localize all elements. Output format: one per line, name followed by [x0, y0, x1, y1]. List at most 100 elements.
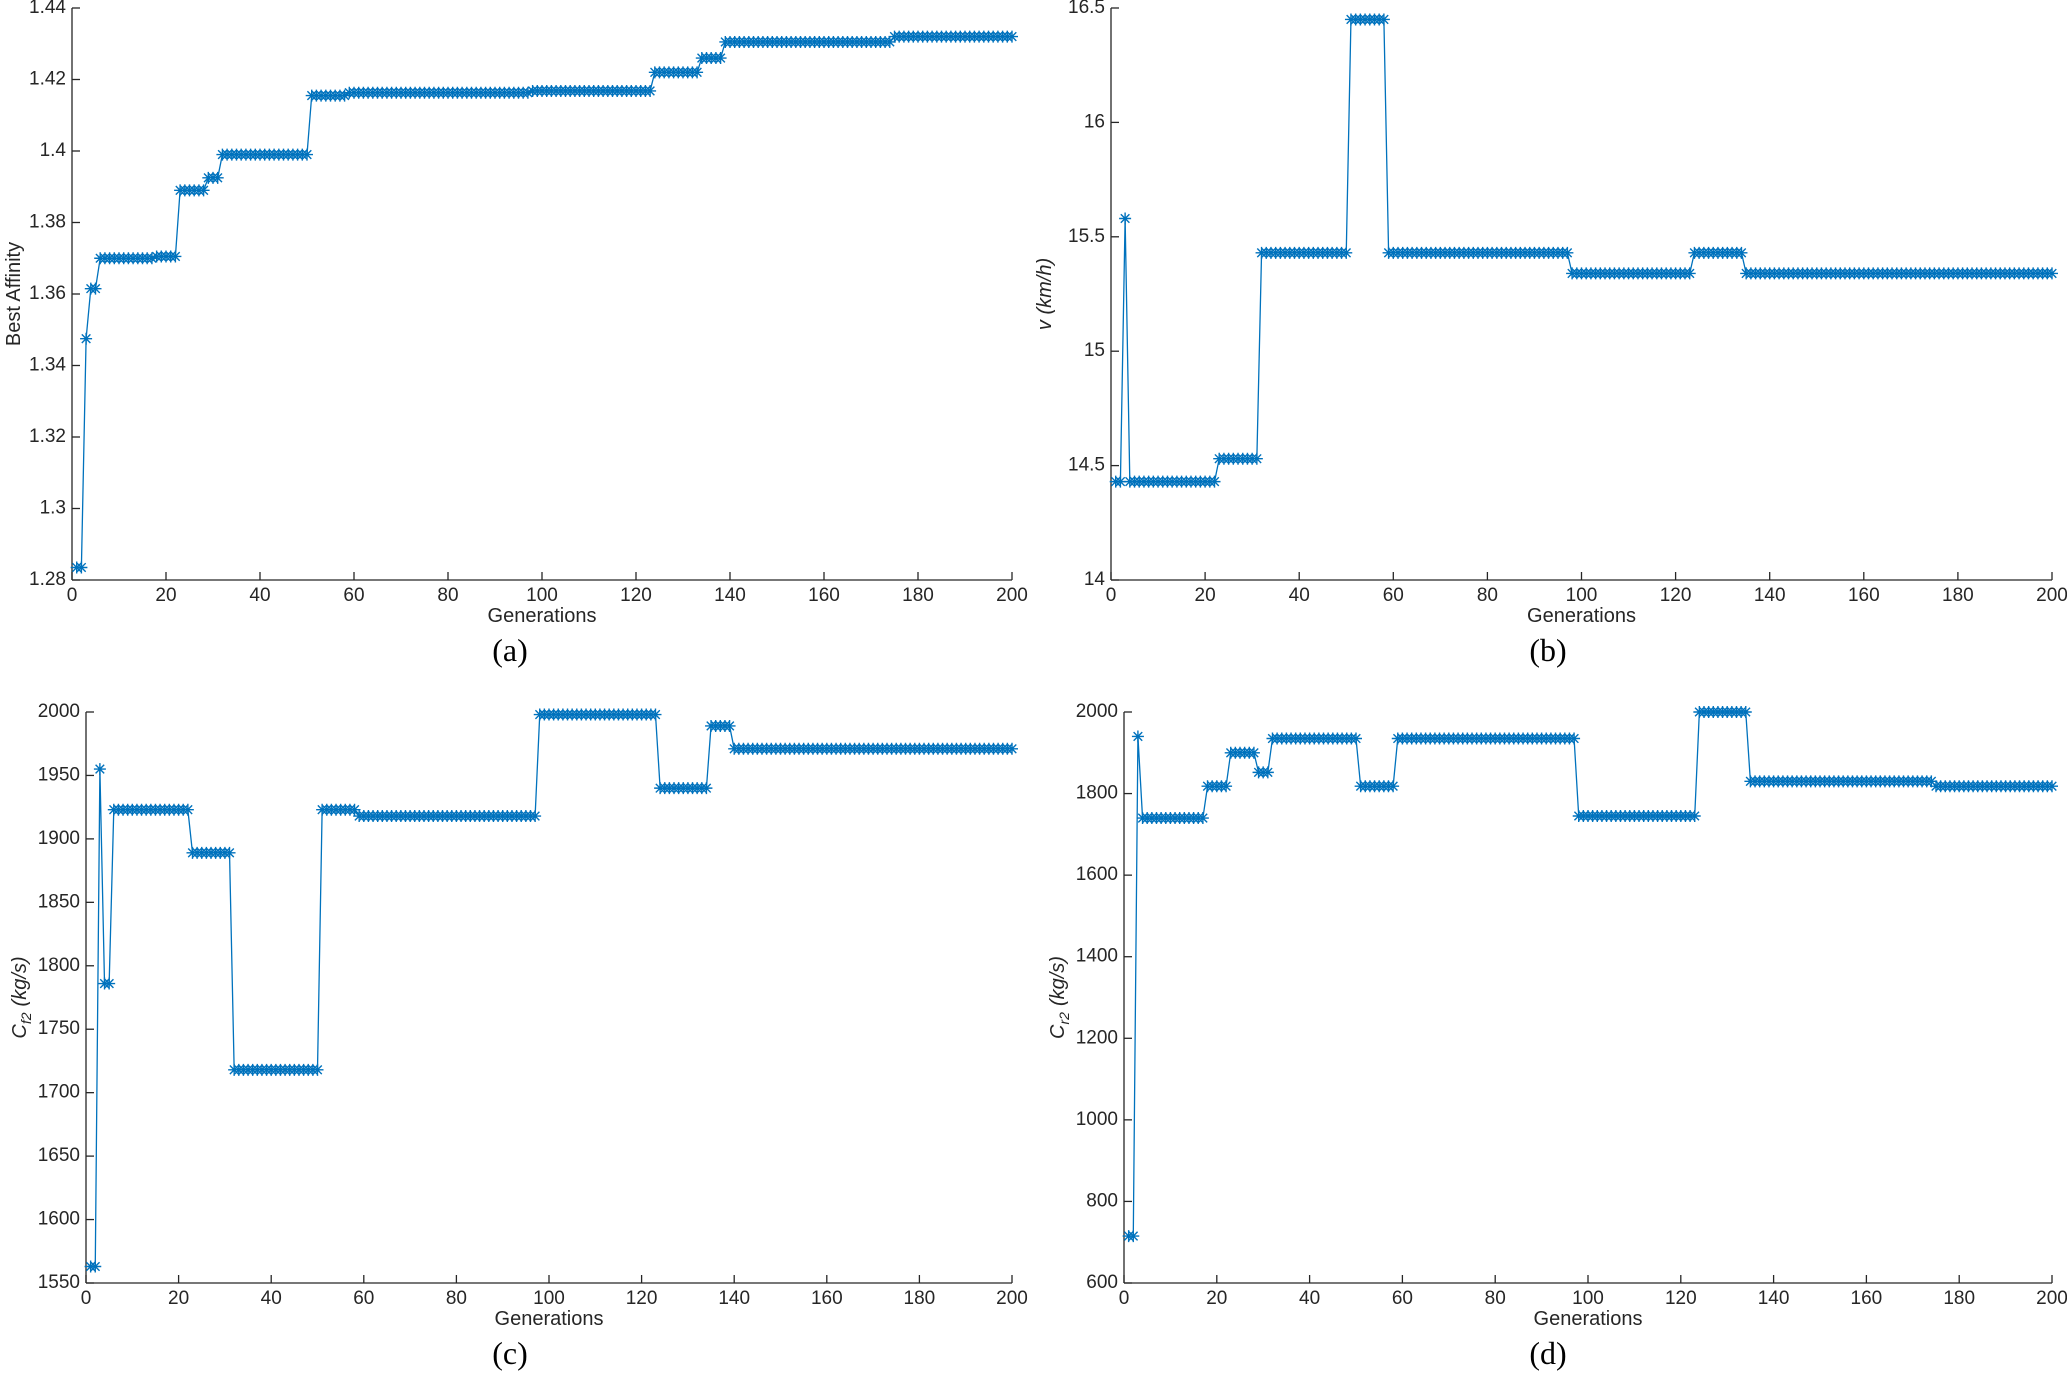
y-tick-label: 1600	[1076, 864, 1118, 885]
x-tick-label: 180	[902, 585, 934, 606]
data-point	[348, 803, 361, 816]
data-point	[700, 782, 713, 795]
x-tick-label: 140	[718, 1288, 750, 1309]
data-point	[1220, 780, 1233, 793]
x-tick-label: 160	[808, 585, 840, 606]
panel-caption: (b)	[1529, 632, 1566, 668]
x-tick-label: 80	[437, 585, 458, 606]
data-point	[75, 561, 88, 574]
subplot: 0 20 40 60 80 100 120 140 160 180 200 600 800 1000 120…	[1047, 701, 2067, 1371]
x-tick-label: 60	[343, 585, 364, 606]
y-tick-label: 1850	[38, 891, 80, 912]
x-tick-label: 200	[2036, 585, 2067, 606]
x-tick-label: 140	[1758, 1288, 1790, 1309]
data-point	[1350, 732, 1362, 745]
data-point	[723, 719, 736, 732]
x-tick-label: 140	[1754, 585, 1786, 606]
data-point	[89, 282, 102, 295]
y-tick-label: 1.38	[29, 212, 66, 233]
y-tick-label: 1200	[1076, 1027, 1118, 1048]
x-tick-label: 40	[261, 1288, 282, 1309]
data-point	[301, 148, 313, 161]
data-point	[521, 86, 534, 99]
y-tick-label: 15	[1084, 340, 1105, 361]
data-point	[89, 1260, 102, 1273]
x-tick-label: 160	[811, 1288, 843, 1309]
data-point	[1131, 730, 1144, 743]
data-point	[223, 846, 236, 859]
y-tick-label: 600	[1086, 1272, 1118, 1293]
subplot: 0 20 40 60 80 100 120 140 160 180 200 1.28 1.3 1.32 1.…	[3, 0, 1028, 668]
data-point	[1127, 1230, 1140, 1243]
x-tick-label: 20	[1195, 585, 1216, 606]
data-point	[691, 66, 704, 79]
data-point	[181, 803, 194, 816]
data-line	[1128, 711, 2052, 1237]
x-tick-label: 100	[1566, 585, 1598, 606]
y-tick-label: 1.28	[29, 569, 66, 590]
data-point	[1688, 810, 1701, 823]
x-tick-label: 180	[904, 1288, 936, 1309]
y-tick-label: 2000	[1076, 701, 1118, 722]
data-line	[76, 35, 1012, 569]
data-point	[1683, 267, 1696, 280]
x-tick-label: 100	[526, 585, 558, 606]
data-line	[1115, 18, 2052, 483]
x-tick-label: 100	[533, 1288, 565, 1309]
x-tick-label: 200	[996, 1288, 1028, 1309]
y-axis-subscript: r2	[1056, 1012, 1072, 1025]
x-tick-label: 200	[996, 585, 1028, 606]
data-point	[338, 89, 351, 102]
y-tick-label: 1000	[1076, 1109, 1118, 1130]
x-axis-title: Generations	[1527, 605, 1636, 627]
data-point	[883, 35, 896, 48]
y-tick-label: 1800	[1076, 783, 1118, 804]
data-point	[1739, 706, 1752, 718]
y-axis-symbol: C	[9, 1024, 31, 1039]
y-axis-unit: (kg/s)	[1047, 956, 1069, 1006]
x-tick-label: 160	[1848, 585, 1880, 606]
x-tick-label: 40	[1299, 1288, 1320, 1309]
data-point	[529, 810, 542, 823]
data-point	[1006, 30, 1018, 43]
y-tick-label: 1700	[38, 1082, 80, 1103]
data-point	[311, 1063, 324, 1076]
data-point	[644, 84, 657, 97]
y-tick-label: 16.5	[1068, 0, 1105, 18]
x-tick-label: 60	[353, 1288, 374, 1309]
data-point	[2046, 780, 2058, 793]
data-point	[145, 252, 158, 265]
x-tick-label: 120	[626, 1288, 658, 1309]
y-tick-label: 1.32	[29, 426, 66, 447]
data-point	[93, 763, 106, 776]
data-point	[1261, 766, 1274, 779]
y-tick-label: 1750	[38, 1018, 80, 1039]
x-axis-title: Generations	[495, 1308, 604, 1330]
data-point	[1561, 246, 1574, 259]
data-point	[1735, 246, 1748, 259]
x-tick-label: 200	[2036, 1288, 2067, 1309]
y-tick-label: 1900	[38, 828, 80, 849]
x-tick-label: 60	[1383, 585, 1404, 606]
data-point	[2046, 267, 2058, 280]
y-axis-title: v (km/h)	[1034, 258, 1056, 330]
y-tick-label: 16	[1084, 111, 1105, 132]
x-tick-label: 80	[446, 1288, 467, 1309]
y-axis-title: Best Affinity	[3, 242, 25, 346]
data-point	[169, 250, 182, 263]
data-point	[103, 977, 116, 990]
x-tick-label: 140	[714, 585, 746, 606]
data-point	[1196, 812, 1209, 825]
data-point	[1208, 475, 1221, 488]
data-point	[1250, 452, 1263, 465]
x-tick-label: 120	[1660, 585, 1692, 606]
y-tick-label: 1.36	[29, 283, 66, 304]
y-tick-label: 1950	[38, 764, 80, 785]
x-tick-label: 120	[1665, 1288, 1697, 1309]
y-tick-label: 15.5	[1068, 226, 1105, 247]
panel-caption: (a)	[492, 632, 528, 668]
x-tick-label: 0	[1106, 585, 1117, 606]
x-tick-label: 0	[1119, 1288, 1130, 1309]
data-point	[1119, 212, 1132, 225]
